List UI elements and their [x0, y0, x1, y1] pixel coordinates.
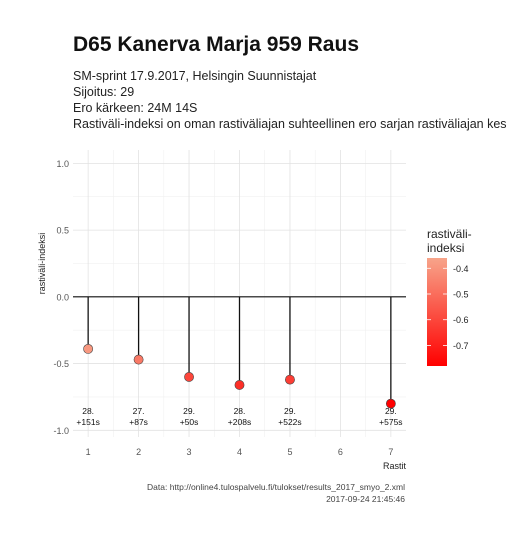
- point-rank-label: 29.: [183, 406, 195, 416]
- point-rank-label: 27.: [133, 406, 145, 416]
- data-point: [385, 398, 396, 409]
- data-point: [234, 380, 245, 390]
- x-axis-title: Rastit: [383, 461, 407, 471]
- x-tick-label: 1: [86, 447, 91, 457]
- y-tick-label: -1.0: [53, 426, 69, 436]
- chart-subtitle: SM-sprint 17.9.2017, Helsingin Suunnista…: [73, 68, 507, 132]
- point-diff-label: +87s: [129, 417, 148, 427]
- subtitle-line-event: SM-sprint 17.9.2017, Helsingin Suunnista…: [73, 69, 317, 83]
- subtitle-line-placement: Sijoitus: 29: [73, 85, 135, 99]
- y-axis-title: rastiväli-indeksi: [37, 233, 47, 295]
- legend-tick-label: -0.4: [453, 264, 469, 274]
- y-tick-label: -0.5: [53, 359, 69, 369]
- subtitle-line-description: Rastiväli-indeksi on oman rastiväliajan …: [73, 117, 507, 131]
- point-rank-label: 28.: [234, 406, 246, 416]
- legend-colorbar: [427, 258, 447, 366]
- y-tick-label: 1.0: [56, 159, 69, 169]
- caption-source: Data: http://online4.tulospalvelu.fi/tul…: [147, 482, 405, 492]
- y-tick-label: 0.0: [56, 292, 69, 302]
- point-rank-label: 28.: [82, 406, 94, 416]
- data-point: [83, 343, 94, 354]
- point-rank-label: 29.: [284, 406, 296, 416]
- x-tick-label: 2: [136, 447, 141, 457]
- x-tick-label: 7: [388, 447, 393, 457]
- legend-title-line: rastiväli-: [427, 227, 472, 241]
- data-point: [285, 374, 295, 385]
- legend-tick-label: -0.5: [453, 290, 469, 300]
- chart-caption: Data: http://online4.tulospalvelu.fi/tul…: [147, 481, 405, 505]
- legend-tick-label: -0.7: [453, 341, 469, 351]
- legend-tick-label: -0.6: [453, 315, 469, 325]
- point-diff-label: +575s: [379, 417, 402, 427]
- x-tick-label: 3: [187, 447, 192, 457]
- data-point: [184, 372, 194, 382]
- y-tick-label: 0.5: [56, 226, 69, 236]
- x-tick-label: 5: [287, 447, 292, 457]
- x-tick-label: 4: [237, 447, 242, 457]
- caption-timestamp: 2017-09-24 21:45:46: [326, 494, 405, 504]
- subtitle-line-gap: Ero kärkeen: 24M 14S: [73, 101, 198, 115]
- point-diff-label: +50s: [180, 417, 199, 427]
- point-diff-label: +151s: [76, 417, 99, 427]
- point-diff-label: +208s: [228, 417, 251, 427]
- x-tick-label: 6: [338, 447, 343, 457]
- data-point: [133, 354, 144, 365]
- point-diff-label: +522s: [278, 417, 301, 427]
- point-rank-label: 29.: [385, 406, 397, 416]
- chart-title: D65 Kanerva Marja 959 Raus: [73, 33, 359, 56]
- legend-title-line: indeksi: [427, 241, 464, 255]
